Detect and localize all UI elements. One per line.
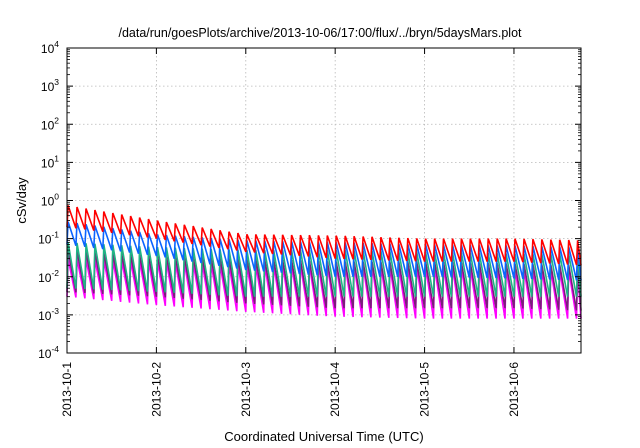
y-tick-label: 10-1 xyxy=(38,230,59,247)
x-tick-label: 2013-10-2 xyxy=(149,362,163,417)
y-tick-label: 103 xyxy=(41,77,59,94)
series-line xyxy=(66,205,582,266)
y-tick-label: 102 xyxy=(41,115,59,132)
y-tick-label: 100 xyxy=(41,192,59,209)
x-axis-label: Coordinated Universal Time (UTC) xyxy=(224,429,423,444)
y-tick-label: 101 xyxy=(41,153,59,170)
chart-title: /data/run/goesPlots/archive/2013-10-06/1… xyxy=(118,26,522,40)
x-tick-label: 2013-10-4 xyxy=(328,362,342,417)
x-tick-label: 2013-10-5 xyxy=(418,362,432,417)
x-tick-label: 2013-10-3 xyxy=(239,362,253,417)
y-tick-label: 104 xyxy=(41,39,59,56)
x-tick-label: 2013-10-1 xyxy=(60,362,74,417)
y-tick-label: 10-3 xyxy=(38,306,59,323)
series-group xyxy=(66,205,582,319)
y-tick-label: 10-2 xyxy=(38,268,59,285)
axes: 10-4 10-3 10-2 10-1 100 101 102 103 104 2013-10-1… xyxy=(38,39,581,417)
y-axis-label: cSv/day xyxy=(14,177,29,224)
y-tick-label: 10-4 xyxy=(38,344,59,361)
x-tick-label: 2013-10-6 xyxy=(507,362,521,417)
